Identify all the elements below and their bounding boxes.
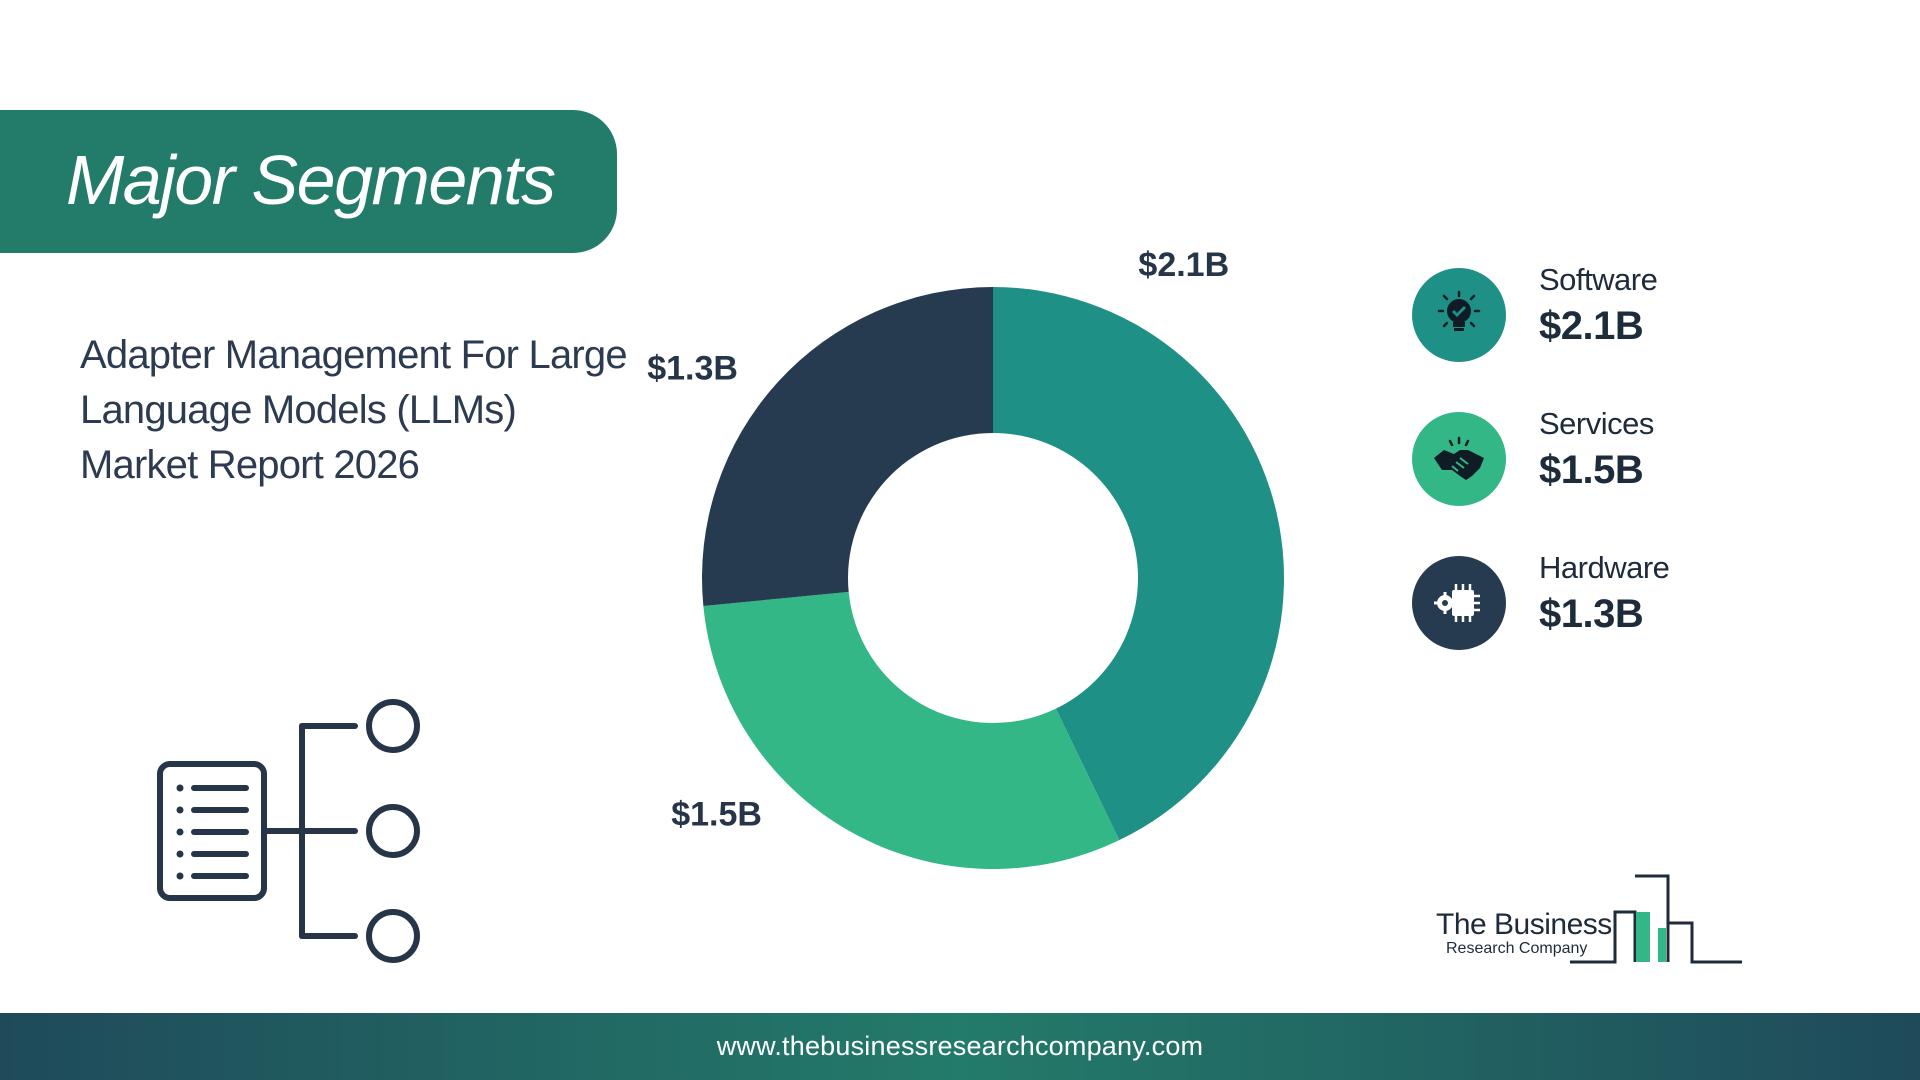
chip-gear-icon — [1412, 556, 1506, 650]
legend-label-hardware: Hardware — [1539, 550, 1670, 585]
report-title-line-2: Language Models (LLMs) — [80, 388, 517, 432]
legend-value-services: $1.5B — [1539, 448, 1644, 492]
legend-value-software: $2.1B — [1539, 304, 1644, 348]
legend: Software $2.1B Services $1.5B — [1412, 262, 1812, 694]
data-label-hardware: $1.3B — [647, 350, 738, 388]
title-banner: Major Segments — [0, 110, 617, 253]
legend-item-services: Services $1.5B — [1412, 406, 1812, 506]
legend-label-software: Software — [1539, 262, 1658, 297]
footer-bar: www.thebusinessresearchcompany.com — [0, 1013, 1920, 1080]
logo-graphic — [1570, 874, 1742, 964]
legend-item-software: Software $2.1B — [1412, 262, 1812, 362]
report-title-line-1: Adapter Management For Large — [80, 333, 628, 377]
logo-text-line-1: The Business — [1436, 908, 1612, 941]
legend-value-hardware: $1.3B — [1539, 592, 1644, 636]
legend-item-hardware: Hardware $1.3B — [1412, 550, 1812, 650]
lightbulb-icon — [1412, 268, 1506, 362]
logo-text-line-2: Research Company — [1446, 940, 1588, 957]
report-title-line-3: Market Report 2026 — [80, 443, 420, 487]
company-logo: The Business Research Company — [1430, 868, 1750, 968]
report-title: Adapter Management For Large Language Mo… — [80, 328, 660, 493]
data-label-software: $2.1B — [1138, 246, 1229, 284]
data-label-services: $1.5B — [671, 795, 762, 833]
document-tree-icon — [150, 690, 430, 970]
donut-slice-services[interactable] — [703, 591, 1120, 869]
page-title: Major Segments — [66, 141, 556, 219]
handshake-icon — [1412, 412, 1506, 506]
website-link[interactable]: www.thebusinessresearchcompany.com — [716, 1031, 1204, 1061]
legend-label-services: Services — [1539, 406, 1654, 441]
donut-slice-software[interactable] — [993, 287, 1284, 841]
donut-slice-hardware[interactable] — [702, 287, 993, 606]
